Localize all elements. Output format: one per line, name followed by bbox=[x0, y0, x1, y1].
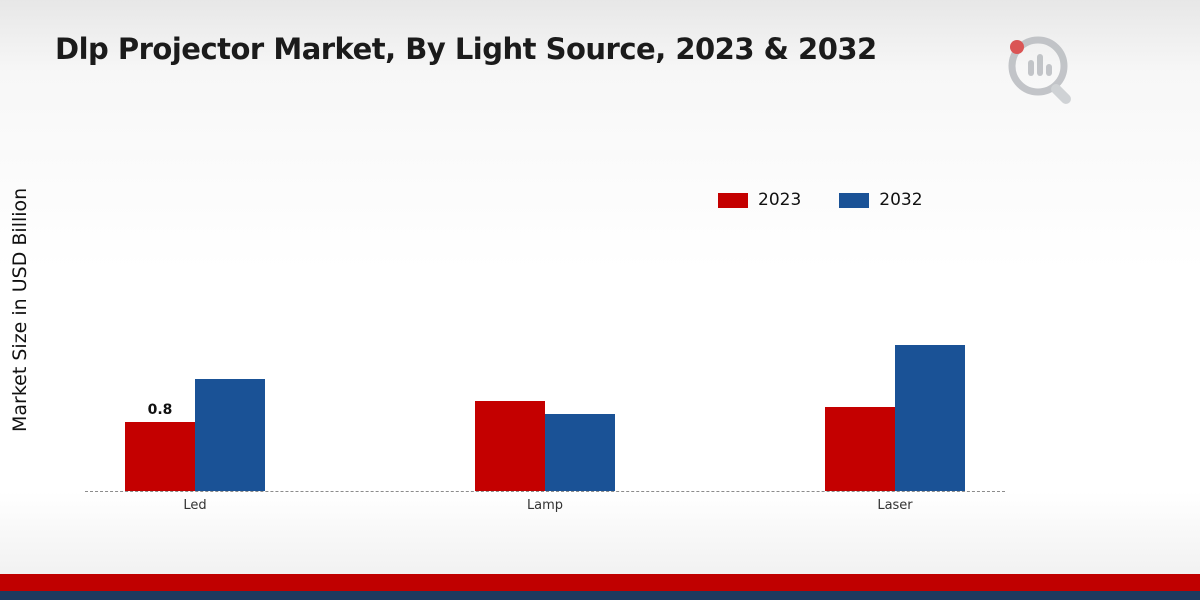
bar-2023-laser bbox=[825, 407, 895, 491]
bar-group-lamp: Lamp bbox=[475, 401, 615, 513]
legend-label-2023: 2023 bbox=[758, 190, 802, 210]
bar-group-laser: Laser bbox=[825, 345, 965, 513]
bar-2023-led: 0.8 bbox=[125, 402, 195, 491]
bar-2032-laser bbox=[895, 345, 965, 491]
legend-swatch-2032 bbox=[839, 192, 870, 208]
legend-item-2023: 2023 bbox=[718, 190, 801, 210]
bar-2032-led bbox=[195, 379, 265, 491]
legend-label-2032: 2032 bbox=[879, 190, 923, 210]
footer-navy-band bbox=[0, 591, 1200, 600]
legend-item-2032: 2032 bbox=[839, 190, 923, 210]
legend-swatch-2023 bbox=[718, 192, 748, 208]
category-label-lamp: Lamp bbox=[526, 498, 564, 513]
bar-2023-lamp bbox=[475, 401, 545, 491]
bar-group-led: 0.8 Led bbox=[125, 379, 265, 513]
footer-red-band bbox=[0, 574, 1200, 591]
bar-value-label: 0.8 bbox=[147, 402, 173, 418]
plot-area: 0.8 Led Lamp Laser bbox=[85, 191, 1005, 513]
category-label-laser: Laser bbox=[877, 498, 913, 513]
y-axis-label: Market Size in USD Billion bbox=[9, 187, 31, 433]
chart-title: Dlp Projector Market, By Light Source, 2… bbox=[55, 32, 877, 66]
market-research-logo bbox=[1008, 36, 1071, 104]
chart-legend: 2023 2032 bbox=[718, 190, 923, 210]
category-label-led: Led bbox=[183, 498, 207, 513]
bar-2032-lamp bbox=[545, 414, 615, 491]
